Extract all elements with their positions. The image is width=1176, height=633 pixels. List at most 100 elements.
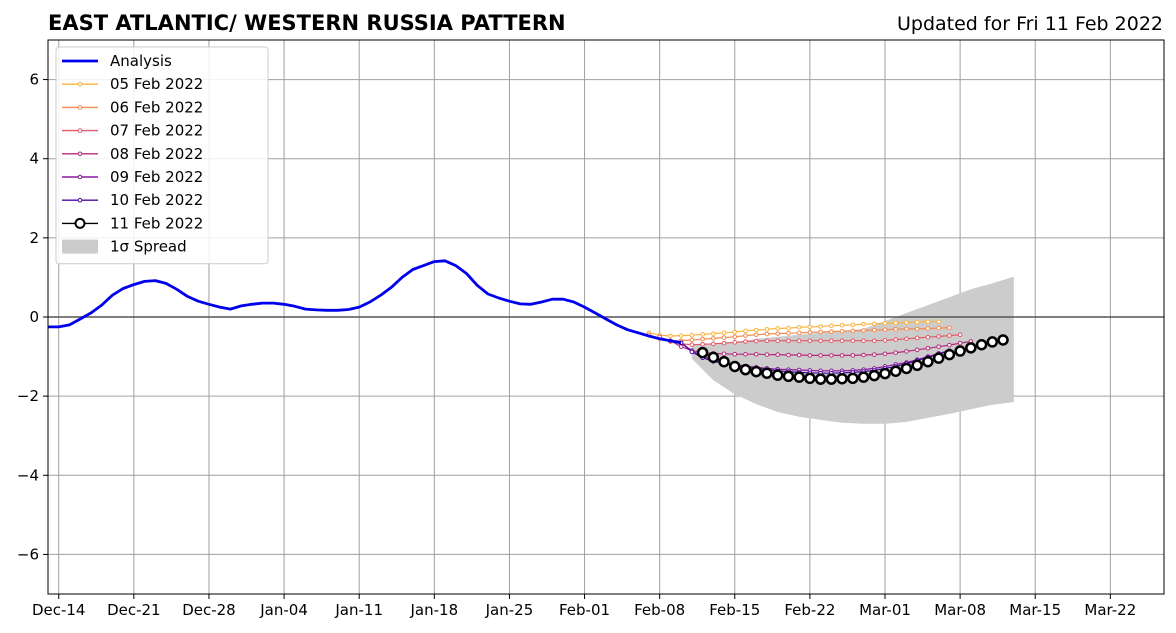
series-point — [689, 349, 695, 355]
x-tick-label: Jan-25 — [485, 601, 534, 619]
series-point — [807, 353, 813, 358]
series-point — [861, 328, 866, 333]
analysis-series — [48, 259, 682, 345]
y-axis-ticks: −6 −4 −2 0 2 4 6 — [17, 71, 48, 563]
series-point — [839, 353, 845, 358]
series-point — [721, 340, 727, 346]
series-point — [893, 350, 899, 355]
legend: Analysis 05 Feb 2022 06 Feb 2022 07 Feb 202… — [55, 46, 269, 265]
legend-marker — [77, 151, 83, 157]
series-point — [914, 347, 920, 353]
series-point — [839, 328, 845, 334]
legend-marker — [77, 197, 83, 203]
series-point — [711, 341, 716, 347]
series-point — [818, 338, 823, 344]
x-tick-label: Dec-14 — [32, 601, 86, 619]
legend-label: 1σ Spread — [110, 238, 187, 256]
series-point — [732, 334, 738, 340]
legend-label: 09 Feb 2022 — [110, 168, 203, 186]
series-point — [711, 336, 716, 341]
series-point — [954, 345, 966, 357]
series-point — [689, 332, 695, 338]
series-point — [807, 324, 813, 330]
series-point — [986, 336, 999, 348]
series-point — [796, 352, 802, 358]
series-point — [925, 345, 931, 351]
legend-marker — [77, 128, 83, 133]
series-point — [700, 332, 705, 337]
x-tick-label: Mar-22 — [1084, 601, 1136, 619]
series-point — [911, 359, 923, 372]
legend-box — [55, 46, 269, 265]
legend-entry: 08 Feb 2022 — [62, 145, 203, 163]
series-point — [850, 328, 856, 334]
series-point — [678, 344, 684, 349]
series-point — [829, 353, 834, 358]
series-point — [829, 338, 834, 344]
series-point — [668, 333, 673, 339]
series-point — [904, 320, 909, 325]
series-point — [893, 337, 899, 342]
legend-entry: 06 Feb 2022 — [62, 98, 203, 116]
series-point — [764, 352, 770, 357]
x-tick-label: Feb-22 — [784, 601, 835, 619]
legend-marker — [77, 105, 83, 110]
series-11-feb-2022 — [696, 334, 1009, 385]
series-point — [753, 332, 759, 338]
series-point — [997, 334, 1009, 346]
x-tick-label: Jan-18 — [409, 601, 458, 619]
x-tick-label: Mar-01 — [859, 601, 911, 619]
series-point — [711, 331, 716, 336]
series-point — [861, 338, 866, 344]
series-point — [732, 340, 738, 345]
series-point — [721, 330, 727, 336]
series-point — [925, 334, 931, 340]
y-tick-label: 2 — [29, 229, 39, 247]
series-point — [753, 338, 759, 344]
series-point — [732, 329, 738, 335]
series-point — [753, 327, 759, 333]
x-tick-label: Feb-08 — [634, 601, 685, 619]
x-tick-label: Dec-28 — [182, 601, 236, 619]
series-point — [936, 334, 941, 339]
legend-label: 08 Feb 2022 — [110, 145, 203, 163]
legend-label: Analysis — [110, 52, 172, 70]
series-point — [975, 338, 988, 351]
y-tick-label: 6 — [29, 71, 39, 89]
legend-entry: 07 Feb 2022 — [62, 122, 203, 140]
x-tick-label: Feb-01 — [559, 601, 610, 619]
series-point — [839, 338, 845, 344]
series-point — [804, 372, 816, 385]
series-point — [775, 326, 780, 331]
series-point — [807, 338, 813, 344]
series-point — [904, 349, 909, 354]
series-point — [707, 351, 720, 364]
series-point — [850, 353, 856, 358]
analysis-line — [48, 259, 682, 345]
series-point — [814, 373, 827, 385]
y-tick-label: −6 — [17, 545, 39, 563]
series-point — [904, 336, 909, 342]
x-tick-label: Feb-15 — [709, 601, 760, 619]
series-point — [932, 352, 945, 364]
chart-title: EAST ATLANTIC/ WESTERN RUSSIA PATTERN — [48, 11, 566, 35]
series-point — [796, 330, 802, 336]
series-point — [775, 338, 780, 344]
series-point — [775, 352, 780, 357]
series-point — [796, 338, 802, 344]
series-point — [739, 363, 752, 376]
series-point — [782, 370, 795, 383]
x-tick-label: Jan-04 — [259, 601, 308, 619]
series-point — [936, 319, 941, 325]
legend-entry: 11 Feb 2022 — [62, 214, 203, 232]
legend-entry: 05 Feb 2022 — [62, 75, 203, 93]
series-point — [807, 330, 813, 335]
legend-label: 05 Feb 2022 — [110, 75, 203, 93]
legend-label: 10 Feb 2022 — [110, 191, 203, 209]
series-point — [786, 330, 791, 336]
y-tick-label: 4 — [29, 150, 39, 168]
x-tick-label: Jan-11 — [334, 601, 383, 619]
series-point — [861, 352, 866, 358]
series-point — [764, 326, 770, 332]
